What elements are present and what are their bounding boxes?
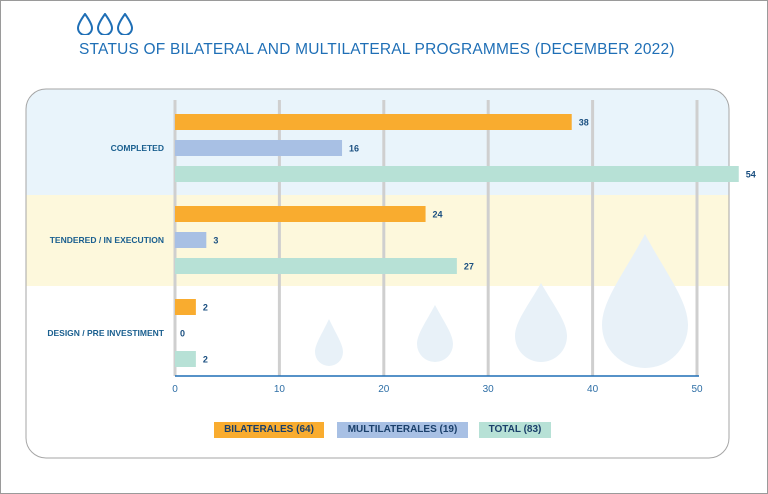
bar-multilaterales: [175, 232, 207, 248]
x-tick-label: 30: [483, 384, 495, 395]
x-tick-label: 0: [172, 384, 178, 395]
drop-icon-large: [515, 283, 567, 362]
legend-item-bilaterales: BILATERALES (64): [214, 422, 324, 438]
value-label: 16: [349, 144, 359, 154]
drop-icon-medium: [417, 305, 453, 362]
drop-icon-small: [315, 319, 343, 366]
drop-icon-xlarge: [602, 234, 688, 368]
bar-bilaterales: [175, 299, 196, 315]
x-tick-label: 20: [378, 384, 390, 395]
x-tick-label: 10: [274, 384, 286, 395]
legend-item-multilaterales: MULTILATERALES (19): [337, 422, 468, 438]
value-label: 38: [579, 118, 589, 128]
value-label: 2: [203, 303, 208, 313]
category-label: DESIGN / PRE INVESTIMENT: [47, 328, 164, 338]
x-tick-label: 50: [691, 384, 703, 395]
x-tick-label: 40: [587, 384, 599, 395]
bar-total: [175, 166, 739, 182]
chart-panel-border: [25, 88, 730, 459]
legend-item-total: TOTAL (83): [479, 422, 551, 438]
category-label: COMPLETED: [111, 143, 164, 153]
value-label: 2: [203, 355, 208, 365]
bar-total: [175, 351, 196, 367]
value-label: 54: [746, 170, 756, 180]
value-label: 24: [433, 210, 443, 220]
bar-bilaterales: [175, 114, 572, 130]
water-drops-icon: [77, 13, 134, 35]
bar-total: [175, 258, 457, 274]
bar-bilaterales: [175, 206, 426, 222]
value-label: 0: [180, 329, 185, 339]
category-label: TENDERED / IN EXECUTION: [50, 235, 164, 245]
value-label: 3: [213, 236, 218, 246]
value-label: 27: [464, 262, 474, 272]
legend: BILATERALES (64) MULTILATERALES (19) TOTAL…: [0, 422, 768, 440]
chart-title: STATUS OF BILATERAL AND MULTILATERAL PRO…: [79, 41, 675, 58]
bar-multilaterales: [175, 140, 343, 156]
decorative-drops: [315, 234, 688, 368]
